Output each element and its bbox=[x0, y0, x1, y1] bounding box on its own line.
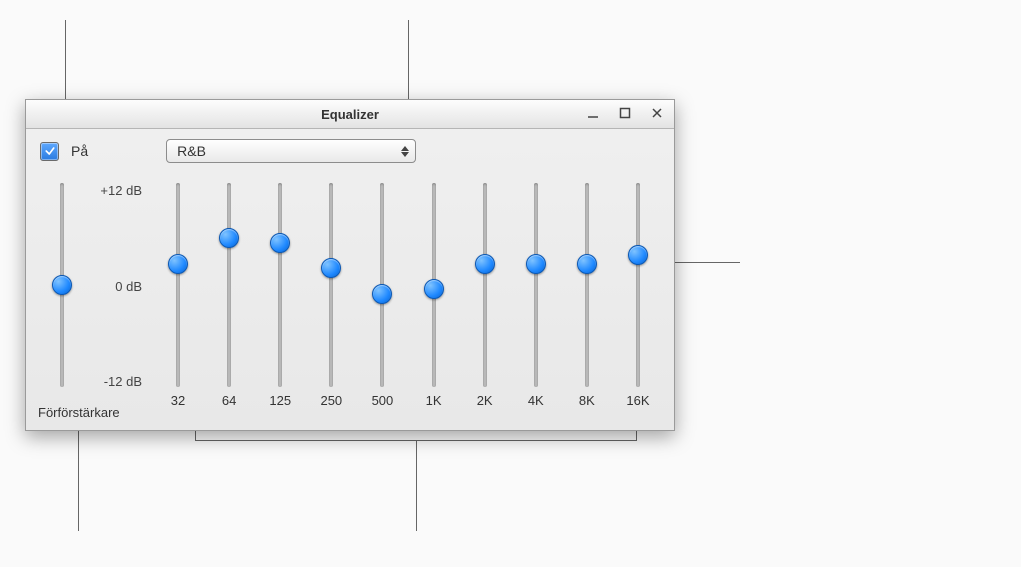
band-thumb[interactable] bbox=[372, 284, 392, 304]
band-slider[interactable] bbox=[565, 177, 609, 391]
band-thumb[interactable] bbox=[475, 254, 495, 274]
band-slider[interactable] bbox=[463, 177, 507, 391]
band-column: 16K bbox=[616, 177, 660, 413]
band-thumb[interactable] bbox=[424, 279, 444, 299]
preset-value: R&B bbox=[177, 143, 206, 159]
equalizer-body: . +12 dB 0 dB -12 dB 32 64 125 bbox=[26, 169, 674, 423]
band-slider[interactable] bbox=[258, 177, 302, 391]
on-label: På bbox=[71, 143, 88, 159]
band-thumb[interactable] bbox=[168, 254, 188, 274]
band-column: 500 bbox=[360, 177, 404, 413]
band-thumb[interactable] bbox=[526, 254, 546, 274]
preamp-column: . bbox=[40, 177, 84, 413]
on-checkbox[interactable] bbox=[40, 142, 59, 161]
band-slider[interactable] bbox=[309, 177, 353, 391]
band-label: 125 bbox=[269, 393, 291, 413]
window-controls bbox=[582, 103, 668, 123]
band-column: 32 bbox=[156, 177, 200, 413]
bands-container: 32 64 125 250 500 1K bbox=[156, 177, 660, 413]
band-label: 8K bbox=[579, 393, 595, 413]
band-column: 2K bbox=[463, 177, 507, 413]
band-label: 2K bbox=[477, 393, 493, 413]
window-title: Equalizer bbox=[321, 107, 379, 122]
band-slider[interactable] bbox=[412, 177, 456, 391]
band-slider[interactable] bbox=[514, 177, 558, 391]
bands-bracket bbox=[195, 440, 637, 451]
band-label: 16K bbox=[626, 393, 649, 413]
band-label: 250 bbox=[320, 393, 342, 413]
close-button[interactable] bbox=[646, 103, 668, 123]
band-thumb[interactable] bbox=[628, 245, 648, 265]
equalizer-window: Equalizer På R&B bbox=[25, 99, 675, 431]
band-thumb[interactable] bbox=[321, 258, 341, 278]
db-mid-label: 0 dB bbox=[88, 279, 142, 294]
preamp-thumb[interactable] bbox=[52, 275, 72, 295]
top-row: På R&B bbox=[26, 129, 674, 169]
db-scale: +12 dB 0 dB -12 dB bbox=[84, 177, 150, 413]
db-max-label: +12 dB bbox=[88, 183, 142, 198]
band-label: 4K bbox=[528, 393, 544, 413]
band-column: 4K bbox=[514, 177, 558, 413]
band-thumb[interactable] bbox=[270, 233, 290, 253]
band-label: 64 bbox=[222, 393, 236, 413]
band-label: 500 bbox=[372, 393, 394, 413]
titlebar: Equalizer bbox=[26, 100, 674, 129]
band-label: 1K bbox=[426, 393, 442, 413]
band-column: 125 bbox=[258, 177, 302, 413]
band-slider[interactable] bbox=[616, 177, 660, 391]
db-min-label: -12 dB bbox=[88, 374, 142, 389]
band-label: 32 bbox=[171, 393, 185, 413]
band-thumb[interactable] bbox=[219, 228, 239, 248]
preset-dropdown[interactable]: R&B bbox=[166, 139, 416, 163]
preamp-label: Förförstärkare bbox=[38, 405, 120, 420]
band-column: 8K bbox=[565, 177, 609, 413]
minimize-button[interactable] bbox=[582, 103, 604, 123]
band-slider[interactable] bbox=[360, 177, 404, 391]
band-slider[interactable] bbox=[156, 177, 200, 391]
band-column: 64 bbox=[207, 177, 251, 413]
callout-line bbox=[78, 431, 79, 531]
band-slider[interactable] bbox=[207, 177, 251, 391]
updown-icon bbox=[401, 146, 409, 157]
preamp-slider[interactable] bbox=[40, 177, 84, 391]
maximize-button[interactable] bbox=[614, 103, 636, 123]
band-thumb[interactable] bbox=[577, 254, 597, 274]
band-column: 1K bbox=[412, 177, 456, 413]
band-column: 250 bbox=[309, 177, 353, 413]
